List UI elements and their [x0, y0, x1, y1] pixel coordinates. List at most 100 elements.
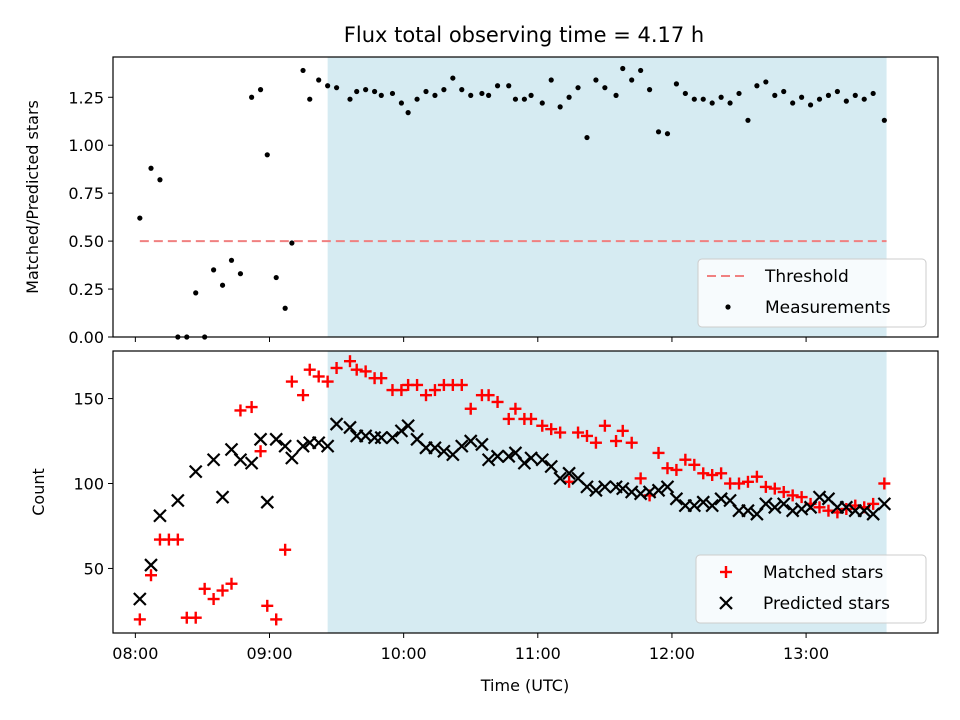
matched-star-point	[840, 502, 853, 515]
measurement-point	[378, 92, 384, 98]
measurement-point	[137, 215, 143, 221]
matched-star-point	[428, 384, 441, 397]
measurement-point	[709, 100, 715, 106]
measurement-point	[575, 85, 581, 91]
measurement-point	[307, 96, 313, 102]
matched-star-point	[670, 463, 683, 476]
matched-star-point	[777, 486, 790, 498]
predicted-star-point	[501, 449, 516, 464]
measurement-point	[257, 87, 264, 93]
predicted-star-point	[244, 456, 259, 470]
predicted-star-point	[481, 452, 496, 467]
measurement-point	[354, 88, 360, 95]
matched-star-point	[464, 402, 477, 415]
matched-star-point	[589, 436, 602, 449]
matched-star-point	[420, 389, 433, 402]
measurement-point	[237, 271, 244, 277]
matched-star-point	[733, 477, 746, 490]
predicted-star-point	[696, 495, 711, 509]
measurement-point	[620, 65, 626, 72]
predicted-star-point	[260, 495, 275, 509]
matched-star-point	[261, 599, 274, 612]
matched-star-point	[207, 593, 220, 606]
chart-title: Flux total observing time = 4.17 h	[344, 23, 704, 47]
matched-star-point	[171, 533, 184, 546]
predicted-star-point	[153, 509, 167, 523]
matched-star-point	[375, 372, 388, 385]
measurement-point	[423, 88, 429, 95]
matched-star-point	[330, 361, 343, 374]
top-legend-box	[697, 258, 927, 328]
predicted-star-point	[866, 507, 880, 521]
measurement-point	[852, 92, 858, 98]
matched-star-point	[350, 363, 363, 376]
measurement-point	[745, 117, 751, 123]
measurement-point	[664, 131, 671, 137]
bottom-legend: Matched stars Predicted stars	[695, 554, 927, 624]
matched-star-point	[813, 501, 826, 514]
measurement-point	[219, 282, 226, 288]
legend-predicted-label: Predicted stars	[763, 594, 890, 614]
top-y-tick-label: 1.25	[68, 88, 104, 107]
matched-star-point	[768, 482, 781, 495]
predicted-star-point	[759, 497, 773, 511]
matched-star-point	[411, 378, 424, 391]
matched-star-point	[198, 582, 211, 595]
matched-star-point	[245, 401, 258, 414]
bottom-x-ticks: 08:00 09:00 10:00 11:00 12:00 13:00	[112, 633, 829, 663]
measurement-point	[807, 102, 814, 108]
matched-stars-points	[133, 355, 891, 626]
measurement-point	[799, 94, 805, 100]
measurement-point	[371, 88, 378, 95]
matched-star-point	[679, 453, 692, 466]
top-y-tick-label: 0.50	[68, 232, 104, 251]
legend-measurements-label: Measurements	[765, 298, 891, 318]
matched-star-point	[786, 489, 799, 502]
measurement-point	[682, 90, 688, 97]
measurement-point	[414, 96, 420, 102]
measurement-point	[655, 129, 662, 135]
measurement-point	[718, 94, 724, 100]
predicted-star-point	[857, 503, 871, 518]
predicted-star-point	[385, 430, 400, 445]
matched-star-point	[297, 389, 310, 402]
matched-star-point	[312, 370, 325, 383]
matched-star-point	[216, 584, 229, 597]
measurement-point	[691, 96, 697, 102]
measurement-point	[548, 77, 554, 83]
matched-star-point	[133, 613, 146, 626]
measurement-point	[613, 92, 619, 98]
top-y-tick-label: 0.25	[68, 280, 104, 299]
predicted-star-point	[705, 498, 719, 513]
predicted-star-point	[463, 434, 478, 448]
measurement-point	[450, 75, 456, 81]
predicted-star-point	[741, 503, 755, 518]
predicted-star-point	[343, 420, 357, 435]
predicted-star-point	[233, 452, 248, 467]
predicted-star-point	[171, 493, 185, 508]
measurement-point	[325, 83, 331, 89]
measurement-point	[602, 85, 608, 91]
measurement-point	[157, 177, 163, 183]
predicted-star-point	[517, 456, 532, 470]
measurement-point	[638, 67, 644, 74]
measurement-point	[432, 92, 438, 98]
measurement-point	[193, 290, 199, 296]
predicted-star-point	[269, 432, 283, 447]
matched-star-point	[867, 497, 880, 510]
predicted-star-point	[544, 459, 558, 474]
matched-star-point	[572, 426, 585, 439]
predicted-star-point	[660, 480, 675, 494]
predicted-star-point	[615, 481, 630, 496]
matched-star-point	[610, 435, 623, 448]
measurement-point	[834, 88, 840, 95]
bottom-x-tick-label: 12:00	[649, 644, 695, 663]
matched-star-point	[321, 375, 334, 388]
measurement-point	[781, 88, 787, 95]
measurement-point	[584, 134, 590, 141]
measurement-point	[249, 94, 255, 100]
matched-star-point	[715, 467, 728, 480]
predicted-star-point	[428, 441, 442, 455]
measurement-point	[700, 96, 706, 102]
